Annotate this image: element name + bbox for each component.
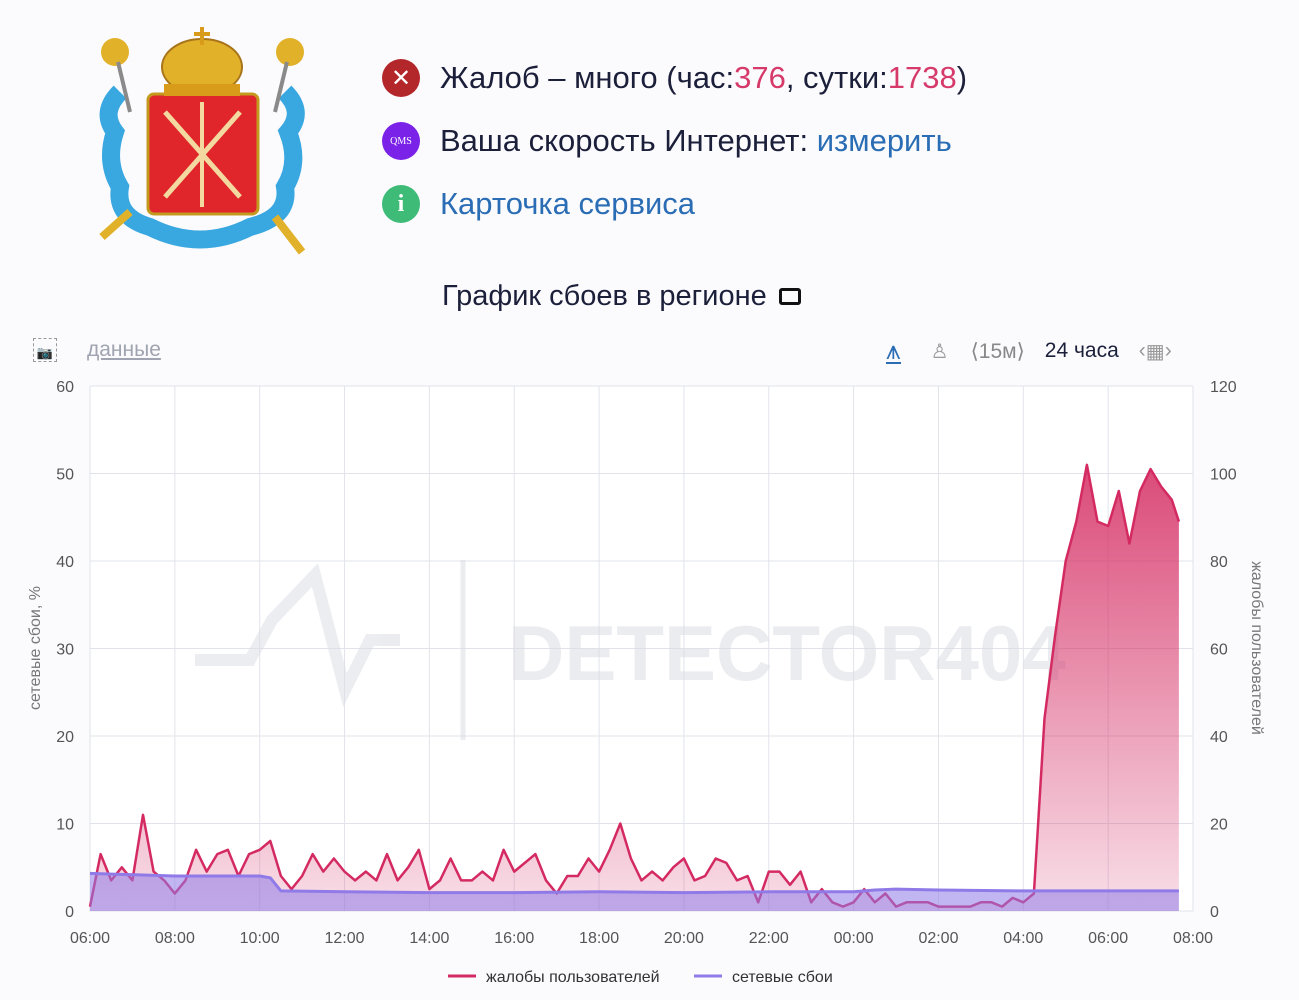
legend-complaints: жалобы пользователей [486,969,660,986]
y-right-tick-label: 120 [1210,379,1237,396]
day-count: 1738 [887,60,957,95]
prev-arrow-icon[interactable]: ‹ [1138,339,1146,362]
y-right-tick-label: 20 [1210,817,1228,834]
interval-selector[interactable]: ⟨15м⟩ [970,339,1025,363]
x-tick-label: 06:00 [1088,930,1128,947]
hour-count: 376 [734,60,786,95]
y-right-tick-label: 100 [1210,467,1237,484]
legend: жалобы пользователей сетевые сбои [448,969,833,986]
complaints-status: ✕ Жалоб – много (час: 376, сутки: 1738) [382,59,967,97]
y-left-tick-label: 40 [56,554,74,571]
legend-network: сетевые сбои [732,969,833,986]
x-tick-label: 02:00 [918,930,958,947]
service-card-row: i Карточка сервиса [382,185,695,223]
chart-mode-icon[interactable]: ⩚ [886,335,901,365]
series-line-1 [89,871,1179,895]
y-left-label: сетевые сбои, % [27,586,44,710]
y-right-tick-label: 60 [1210,642,1228,659]
coat-of-arms-logo [99,27,306,255]
x-tick-label: 22:00 [749,930,789,947]
x-tick-label: 10:00 [240,930,280,947]
chart-title-row: График сбоев в регионе [442,280,801,313]
camera-icon[interactable]: 📷 [33,338,57,362]
y-right-label: жалобы пользователей [1248,561,1265,735]
measure-speed-link[interactable]: измерить [816,123,952,158]
y-left-tick-label: 50 [56,467,74,484]
next-arrow-icon[interactable]: › [1164,339,1172,362]
watermark: DETECTOR404 [195,560,1066,740]
toolbar-right: ⩚ ♙ ⟨15м⟩ 24 часа ‹ ▦ › [886,335,1172,365]
x-tick-label: 08:00 [155,930,195,947]
y-right-tick-label: 80 [1210,554,1228,571]
x-tick-label: 16:00 [494,930,534,947]
y-left-tick-label: 0 [65,904,74,921]
y-left-tick-label: 30 [56,642,74,659]
x-tick-label: 06:00 [70,930,110,947]
y-left-tick-label: 60 [56,379,74,396]
info-circle-icon: i [382,185,420,223]
x-tick-label: 18:00 [579,930,619,947]
x-tick-label: 04:00 [1003,930,1043,947]
qms-icon: QMS [382,122,420,160]
y-left-tick-label: 20 [56,729,74,746]
y-left-tick-label: 10 [56,817,74,834]
series-area-0 [90,464,1179,911]
speed-test-row: QMS Ваша скорость Интернет: измерить [382,122,952,160]
close-circle-icon: ✕ [382,59,420,97]
svg-text:DETECTOR404: DETECTOR404 [508,609,1066,697]
chart-title: График сбоев в регионе [442,280,767,312]
data-link[interactable]: данные [87,338,161,361]
period-selector[interactable]: 24 часа [1044,339,1119,362]
toolbar-left: 📷 данные [33,338,161,362]
calendar-icon[interactable]: ▦ [1145,340,1165,363]
service-card-link[interactable]: Карточка сервиса [440,186,696,221]
x-tick-label: 14:00 [409,930,449,947]
x-tick-label: 08:00 [1173,930,1213,947]
x-tick-label: 00:00 [834,930,874,947]
y-right-tick-label: 0 [1210,904,1219,921]
monitor-icon[interactable] [778,288,801,305]
y-right-tick-label: 40 [1210,729,1228,746]
user-icon[interactable]: ♙ [930,340,949,363]
x-tick-label: 20:00 [664,930,704,947]
x-tick-label: 12:00 [325,930,365,947]
